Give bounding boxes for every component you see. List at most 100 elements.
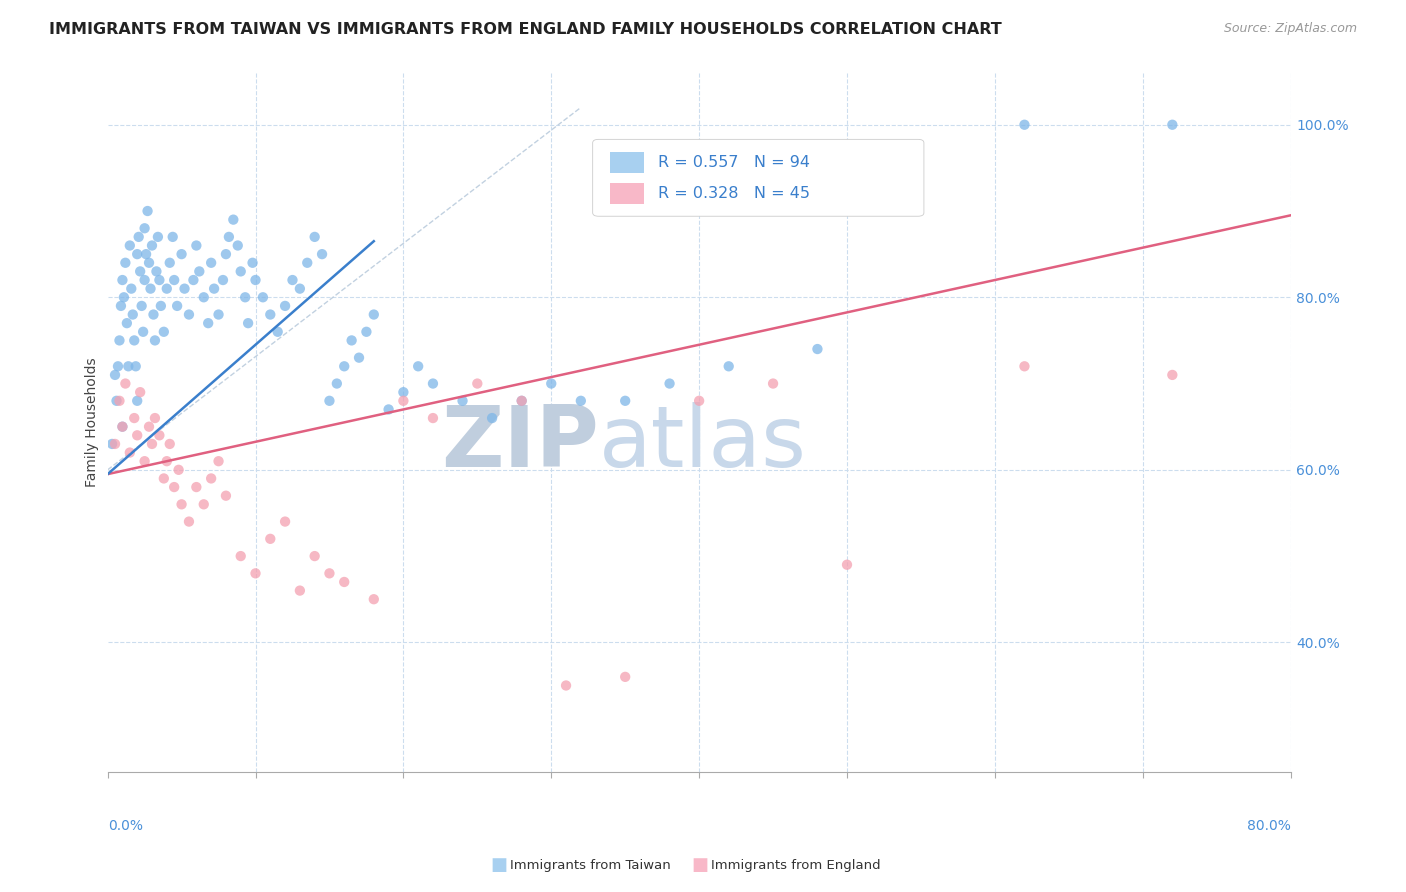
Point <box>215 247 238 261</box>
Point <box>110 299 132 313</box>
Point <box>141 238 163 252</box>
Point <box>245 566 267 581</box>
Point <box>202 282 225 296</box>
Text: ■: ■ <box>491 856 508 874</box>
Point <box>186 238 208 252</box>
Point <box>135 247 157 261</box>
Point <box>127 247 149 261</box>
Point <box>143 334 166 348</box>
Point <box>288 282 311 296</box>
Point <box>236 316 259 330</box>
Point <box>132 325 155 339</box>
FancyBboxPatch shape <box>593 139 924 216</box>
Point <box>153 471 176 485</box>
Point <box>111 419 134 434</box>
Point <box>555 678 578 692</box>
Text: 80.0%: 80.0% <box>1247 819 1291 833</box>
Point <box>218 230 240 244</box>
Point <box>114 376 136 391</box>
Point <box>122 334 145 348</box>
Point <box>252 290 274 304</box>
Point <box>170 247 193 261</box>
Point <box>134 221 156 235</box>
Point <box>614 393 637 408</box>
Point <box>153 325 176 339</box>
Text: atlas: atlas <box>599 401 807 485</box>
Point <box>363 308 385 322</box>
Point <box>212 273 235 287</box>
Point <box>197 316 219 330</box>
Point <box>1014 359 1036 374</box>
Point <box>156 454 179 468</box>
Point <box>163 480 186 494</box>
FancyBboxPatch shape <box>610 152 644 173</box>
Point <box>104 368 127 382</box>
Point <box>163 273 186 287</box>
FancyBboxPatch shape <box>610 183 644 203</box>
Point <box>177 308 200 322</box>
Point <box>392 385 415 400</box>
Point <box>333 574 356 589</box>
Text: 0.0%: 0.0% <box>108 819 142 833</box>
Text: ■: ■ <box>692 856 709 874</box>
Point <box>127 393 149 408</box>
Point <box>141 437 163 451</box>
Point <box>806 342 828 356</box>
Point <box>108 334 131 348</box>
Point <box>688 393 710 408</box>
Text: R = 0.328   N = 45: R = 0.328 N = 45 <box>658 186 810 201</box>
Point <box>111 419 134 434</box>
Text: Immigrants from Taiwan: Immigrants from Taiwan <box>510 859 671 871</box>
Point <box>215 489 238 503</box>
Point <box>510 393 533 408</box>
Point <box>127 428 149 442</box>
Point <box>333 359 356 374</box>
Point <box>465 376 488 391</box>
Point <box>134 454 156 468</box>
Point <box>143 411 166 425</box>
Point <box>159 437 181 451</box>
Text: Immigrants from England: Immigrants from England <box>711 859 882 871</box>
Point <box>170 497 193 511</box>
Point <box>129 385 152 400</box>
Point <box>136 204 159 219</box>
Point <box>145 264 167 278</box>
Point <box>142 308 165 322</box>
Point <box>173 282 195 296</box>
Point <box>717 359 740 374</box>
Point <box>318 393 340 408</box>
Point <box>267 325 290 339</box>
Point <box>242 256 264 270</box>
Point <box>229 264 252 278</box>
Point <box>138 419 160 434</box>
Point <box>392 393 415 408</box>
Point <box>193 497 215 511</box>
Point <box>422 411 444 425</box>
Point <box>166 299 188 313</box>
Text: R = 0.557   N = 94: R = 0.557 N = 94 <box>658 155 810 169</box>
Point <box>288 583 311 598</box>
Point <box>114 256 136 270</box>
Point <box>107 359 129 374</box>
Point <box>481 411 503 425</box>
Point <box>193 290 215 304</box>
Point <box>245 273 267 287</box>
Point <box>226 238 249 252</box>
Point <box>207 308 229 322</box>
Point <box>229 549 252 563</box>
Point <box>148 428 170 442</box>
Point <box>200 471 222 485</box>
Point <box>1161 368 1184 382</box>
Point <box>183 273 205 287</box>
Point <box>159 256 181 270</box>
Point <box>318 566 340 581</box>
Point <box>406 359 429 374</box>
Point <box>422 376 444 391</box>
Point <box>104 437 127 451</box>
Point <box>112 290 135 304</box>
Point <box>1014 118 1036 132</box>
Text: IMMIGRANTS FROM TAIWAN VS IMMIGRANTS FROM ENGLAND FAMILY HOUSEHOLDS CORRELATION : IMMIGRANTS FROM TAIWAN VS IMMIGRANTS FRO… <box>49 22 1002 37</box>
Point <box>120 282 142 296</box>
Point <box>835 558 858 572</box>
Point <box>128 230 150 244</box>
